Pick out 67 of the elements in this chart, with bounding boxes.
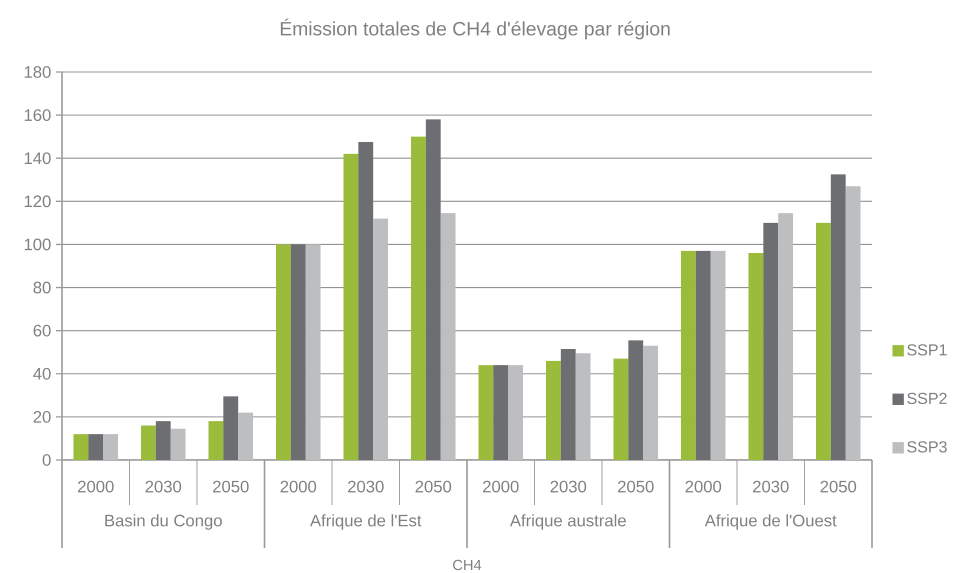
bar xyxy=(710,250,726,460)
bar xyxy=(628,340,644,460)
y-tick-label: 100 xyxy=(24,238,51,250)
x-tick-label: 2000 xyxy=(686,480,722,492)
y-tick-label: 40 xyxy=(33,368,51,380)
y-tick-label: 0 xyxy=(42,454,51,466)
chart-title: Émission totales de CH4 d'élevage par région xyxy=(280,18,670,40)
bar xyxy=(830,174,846,460)
x-tick-label: 2050 xyxy=(416,480,452,492)
bar xyxy=(208,421,224,460)
x-tick-label: 2000 xyxy=(280,480,316,492)
y-tick-label: 20 xyxy=(34,410,51,423)
bar xyxy=(643,346,658,460)
bar xyxy=(373,218,388,460)
x-tick-label: 2000 xyxy=(483,480,519,492)
bar xyxy=(140,426,156,460)
x-tick-label: 2030 xyxy=(348,480,384,492)
bar xyxy=(680,250,696,460)
x-tick-label: 2030 xyxy=(550,480,586,492)
text: Afrique de l'Est xyxy=(310,514,422,530)
bar xyxy=(440,213,456,460)
bar xyxy=(560,348,576,460)
bar xyxy=(73,434,88,460)
bar xyxy=(576,353,591,460)
bar xyxy=(276,244,291,460)
bar xyxy=(426,119,441,460)
bar xyxy=(343,154,358,460)
x-tick-label: 2050 xyxy=(820,480,856,492)
text: Afrique australe xyxy=(510,514,626,530)
x-axis-title: CH4 xyxy=(453,560,482,570)
bar xyxy=(613,358,628,460)
bar xyxy=(103,434,118,460)
bar xyxy=(816,222,831,460)
x-tick-label: 2030 xyxy=(753,480,789,492)
bar xyxy=(508,365,524,460)
bar xyxy=(846,186,861,460)
bar xyxy=(290,244,306,460)
bar xyxy=(493,365,508,460)
y-tick-label: 80 xyxy=(33,282,51,294)
bar xyxy=(358,142,374,460)
y-tick-label: 120 xyxy=(24,195,51,208)
bar xyxy=(696,250,711,460)
y-tick-label: 180 xyxy=(24,66,51,78)
y-tick-label: 160 xyxy=(24,109,51,122)
bar xyxy=(306,244,321,460)
legend-label: SSP2 xyxy=(907,392,947,404)
x-tick-label: 2030 xyxy=(146,480,182,492)
x-tick-label: 2050 xyxy=(618,480,654,492)
bar xyxy=(156,421,171,460)
bar xyxy=(410,136,426,460)
x-tick-label: 2000 xyxy=(78,480,114,492)
bar xyxy=(546,360,561,460)
legend-label: SSP1 xyxy=(907,344,947,356)
y-tick-label: 140 xyxy=(24,152,51,164)
x-tick-label: 2050 xyxy=(213,480,249,492)
bar xyxy=(88,434,104,460)
bar xyxy=(170,428,186,460)
bar xyxy=(478,365,494,460)
bar xyxy=(778,213,794,460)
bar xyxy=(223,396,238,460)
bar xyxy=(238,412,254,460)
y-tick-label: 60 xyxy=(34,324,51,337)
text: Afrique de l'Ouest xyxy=(704,514,837,530)
text: Basin du Congo xyxy=(105,514,222,530)
bar xyxy=(763,222,778,460)
bar xyxy=(748,253,764,460)
legend-label: SSP3 xyxy=(907,441,947,453)
